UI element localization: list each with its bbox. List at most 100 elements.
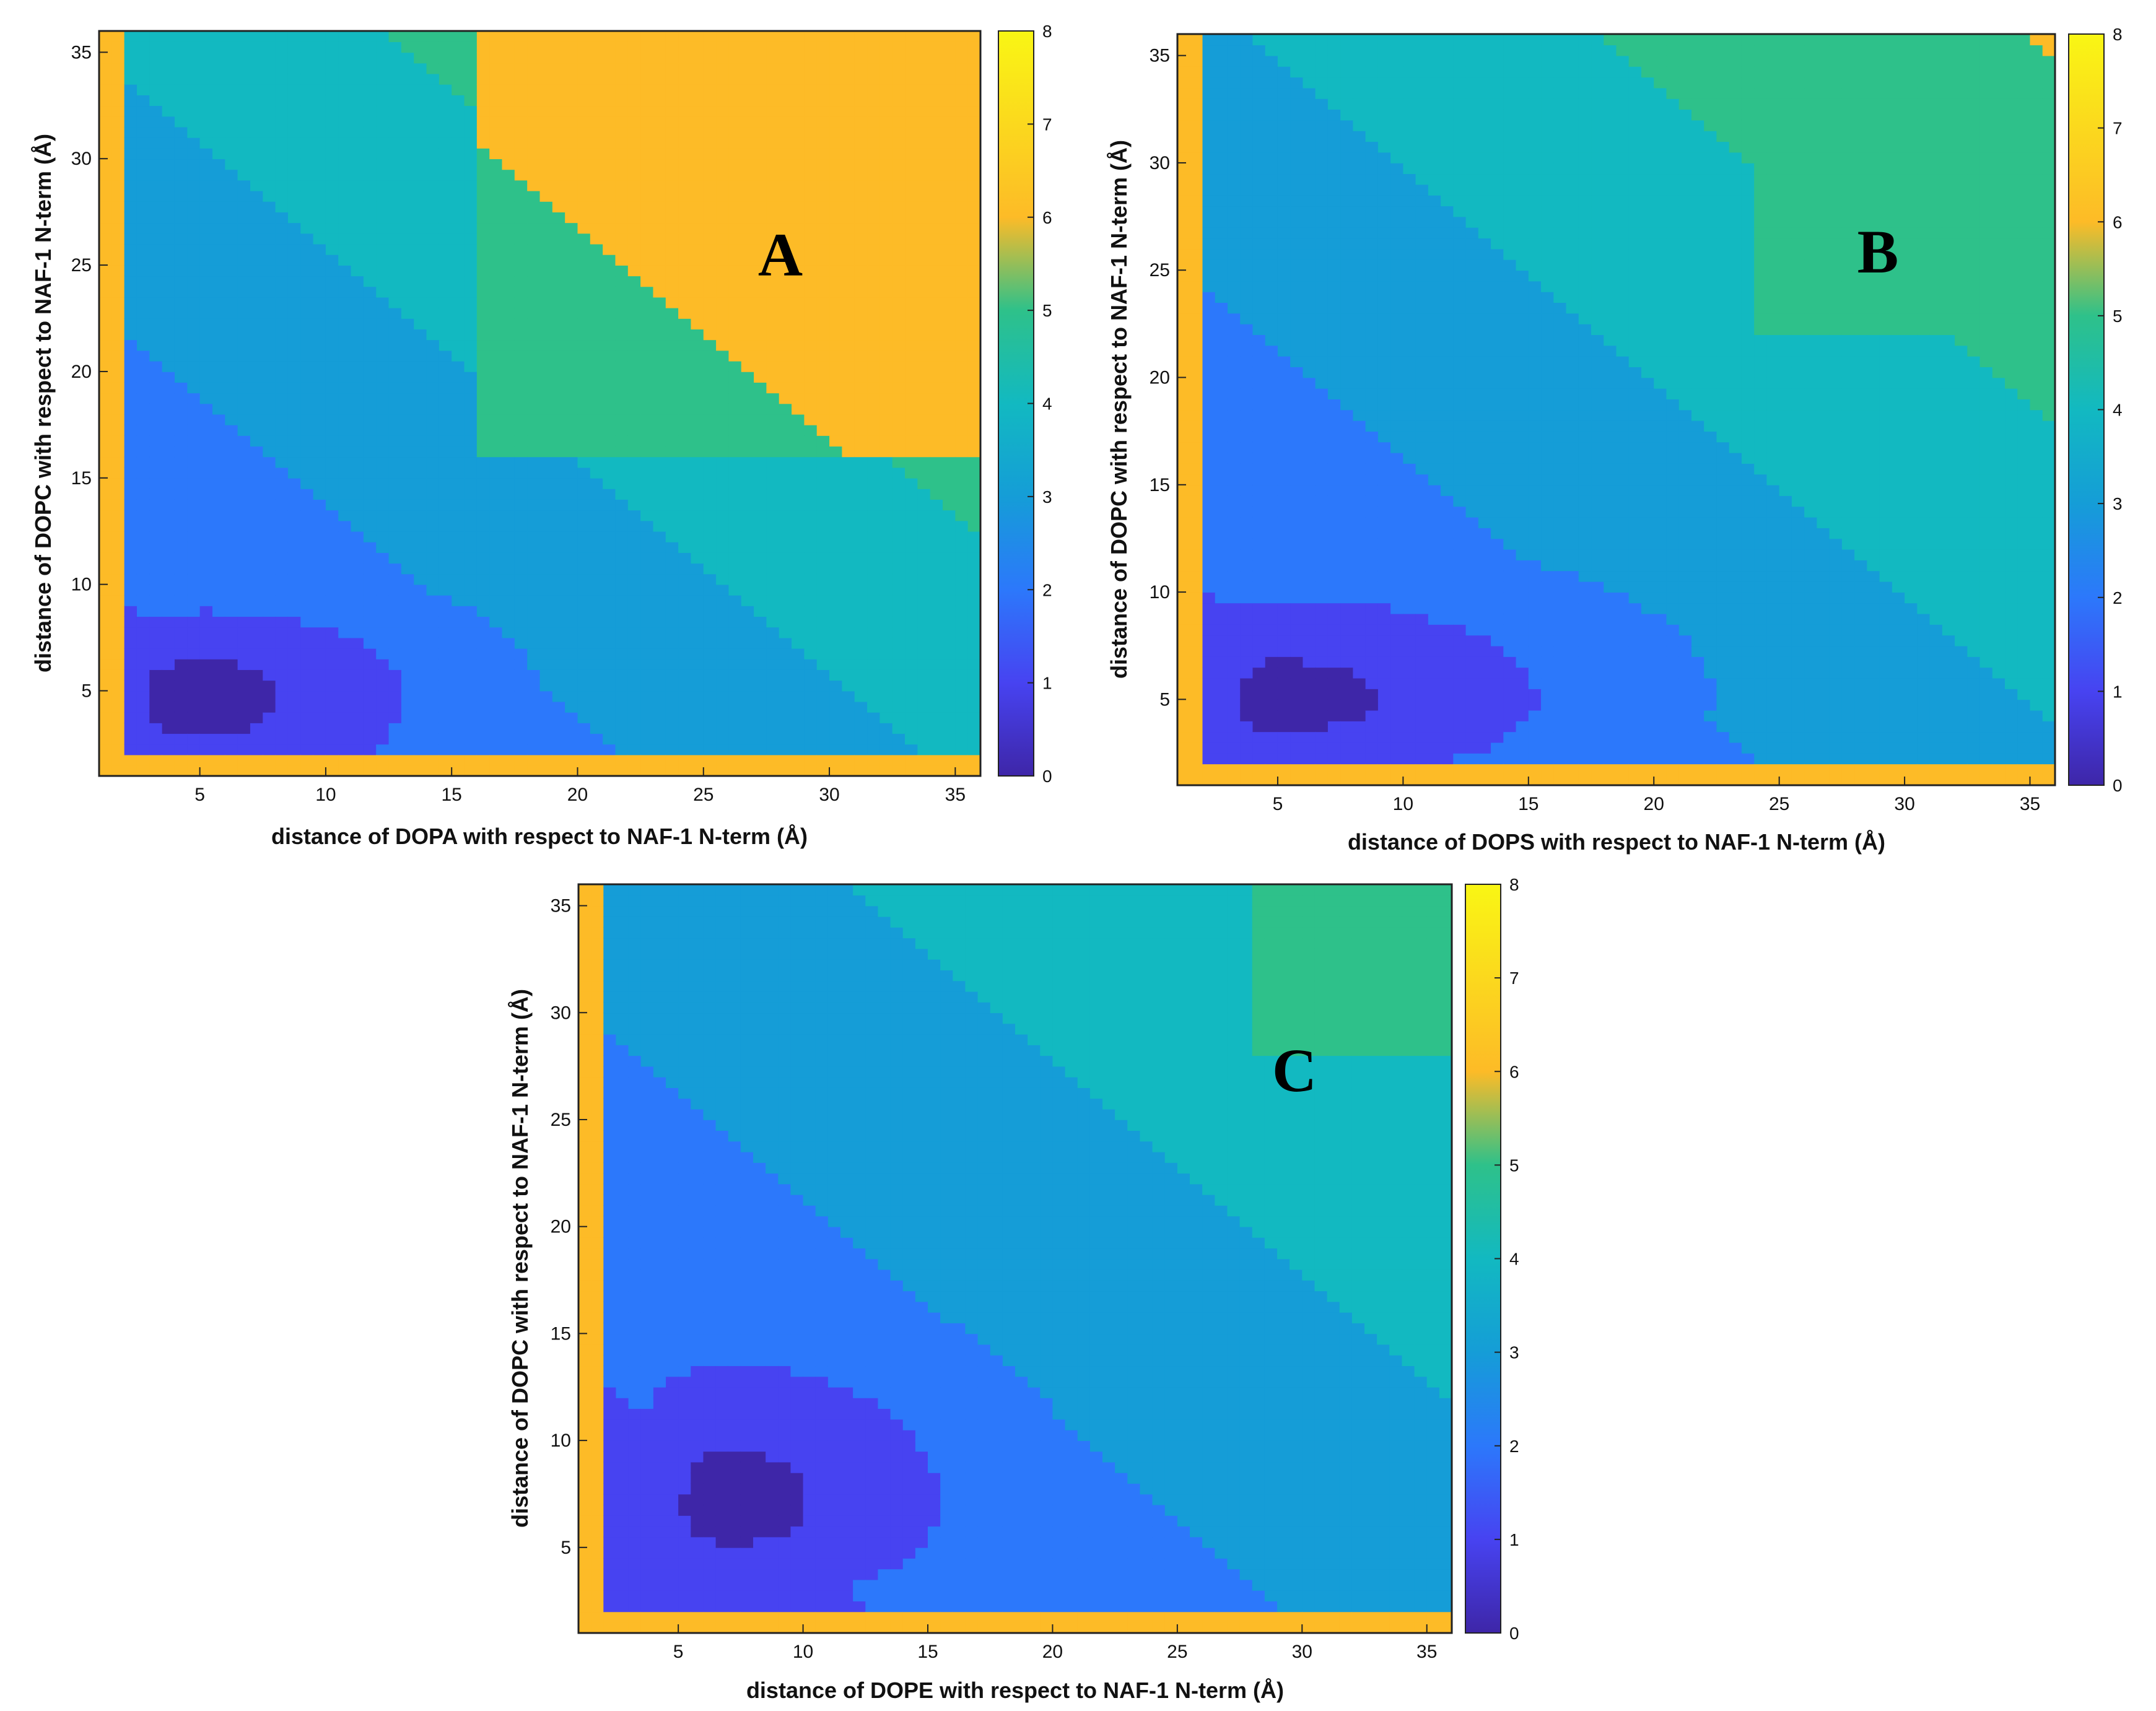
heatmap-cell: [930, 371, 943, 383]
heatmap-cell: [905, 754, 919, 766]
heatmap-cell: [300, 690, 314, 702]
heatmap-cell: [464, 424, 478, 436]
heatmap-cell: [99, 52, 113, 64]
heatmap-cell: [728, 265, 742, 277]
heatmap-cell: [943, 233, 956, 245]
heatmap-cell: [527, 627, 541, 638]
heatmap-cell: [426, 52, 440, 64]
heatmap-cell: [741, 360, 754, 372]
heatmap-cell: [502, 307, 515, 319]
heatmap-cell: [300, 201, 314, 212]
heatmap-cell: [603, 531, 616, 542]
heatmap-cell: [136, 552, 151, 564]
heatmap-cell: [943, 584, 956, 596]
heatmap-cell: [237, 265, 251, 277]
heatmap-cell: [917, 116, 931, 128]
heatmap-cell: [829, 307, 843, 319]
heatmap-cell: [300, 169, 314, 181]
heatmap-cell: [237, 63, 251, 74]
heatmap-cell: [917, 723, 931, 734]
heatmap-cell: [691, 499, 704, 511]
heatmap-cell: [867, 52, 881, 64]
heatmap-cell: [615, 723, 629, 734]
heatmap-cell: [728, 84, 742, 95]
heatmap-cell: [804, 105, 818, 117]
heatmap-cell: [99, 744, 113, 755]
heatmap-cell: [917, 637, 931, 649]
heatmap-cell: [363, 541, 377, 553]
heatmap-cell: [539, 286, 553, 298]
heatmap-cell: [816, 435, 830, 447]
heatmap-cell: [111, 95, 125, 107]
heatmap-cell: [502, 669, 515, 681]
heatmap-cell: [476, 276, 490, 287]
heatmap-cell: [275, 467, 289, 479]
heatmap-cell: [111, 456, 125, 468]
heatmap-cell: [187, 627, 201, 638]
heatmap-cell: [225, 148, 238, 160]
heatmap-cell: [1177, 377, 1191, 389]
heatmap-cell: [640, 584, 654, 596]
heatmap-cell: [351, 180, 364, 191]
heatmap-cell: [967, 297, 981, 308]
heatmap-cell: [414, 339, 427, 351]
heatmap-cell: [741, 95, 754, 107]
heatmap-cell: [930, 222, 943, 234]
heatmap-cell: [703, 126, 717, 138]
heatmap-cell: [351, 701, 364, 713]
heatmap-cell: [943, 307, 956, 319]
heatmap-cell: [439, 254, 452, 266]
heatmap-cell: [552, 95, 565, 107]
heatmap-cell: [351, 329, 364, 341]
heatmap-cell: [930, 680, 943, 692]
heatmap-cell: [716, 658, 730, 670]
heatmap-cell: [943, 180, 956, 191]
heatmap-cell: [250, 159, 264, 170]
heatmap-cell: [287, 52, 302, 64]
heatmap-cell: [338, 371, 352, 383]
heatmap-cell: [867, 222, 881, 234]
heatmap-cell: [325, 318, 339, 329]
heatmap-cell: [905, 456, 919, 468]
heatmap-cell: [627, 350, 641, 362]
heatmap-cell: [325, 159, 339, 170]
heatmap-cell: [527, 510, 541, 521]
heatmap-cell: [99, 318, 113, 329]
heatmap-cell: [325, 690, 339, 702]
heatmap-cell: [754, 63, 767, 74]
heatmap-cell: [452, 403, 465, 415]
heatmap-cell: [338, 680, 352, 692]
heatmap-cell: [854, 606, 868, 617]
heatmap-cell: [275, 318, 289, 329]
heatmap-cell: [867, 148, 881, 160]
heatmap-cell: [162, 467, 175, 479]
heatmap-cell: [225, 467, 238, 479]
heatmap-cell: [187, 190, 201, 202]
heatmap-cell: [967, 95, 981, 107]
heatmap-cell: [250, 126, 264, 138]
heatmap-cell: [905, 318, 919, 329]
heatmap-cell: [603, 680, 616, 692]
heatmap-cell: [779, 393, 792, 404]
heatmap-cell: [754, 627, 767, 638]
heatmap-cell: [829, 201, 843, 212]
heatmap-cell: [552, 233, 565, 245]
heatmap-cell: [452, 424, 465, 436]
heatmap-cell: [489, 286, 503, 298]
heatmap-cell: [678, 520, 692, 532]
heatmap-cell: [99, 488, 113, 500]
heatmap-cell: [565, 531, 578, 542]
heatmap-cell: [590, 616, 603, 628]
heatmap-cell: [879, 723, 893, 734]
heatmap-cell: [149, 63, 163, 74]
heatmap-cell: [287, 382, 302, 394]
heatmap-cell: [199, 765, 213, 777]
heatmap-cell: [653, 424, 666, 436]
heatmap-cell: [804, 286, 818, 298]
heatmap-cell: [615, 318, 629, 329]
heatmap-cell: [905, 307, 919, 319]
heatmap-cell: [174, 403, 188, 415]
heatmap-cell: [653, 73, 666, 85]
heatmap-cell: [627, 744, 641, 755]
heatmap-cell: [136, 606, 151, 617]
